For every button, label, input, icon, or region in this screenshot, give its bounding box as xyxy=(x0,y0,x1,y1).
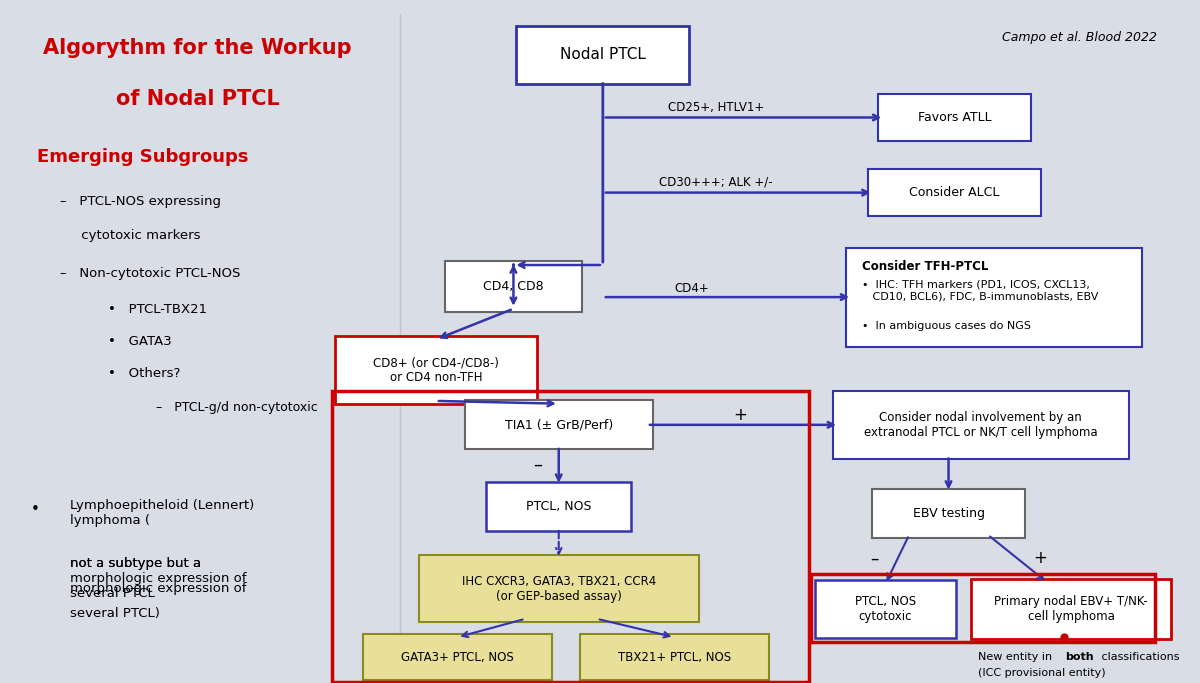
FancyBboxPatch shape xyxy=(486,482,631,531)
FancyBboxPatch shape xyxy=(364,634,552,680)
Text: Lymphoepitheloid (Lennert)
lymphoma (: Lymphoepitheloid (Lennert) lymphoma ( xyxy=(70,499,254,527)
Text: CD4+: CD4+ xyxy=(674,281,709,295)
FancyBboxPatch shape xyxy=(335,336,538,404)
FancyBboxPatch shape xyxy=(868,169,1040,216)
Text: TBX21+ PTCL, NOS: TBX21+ PTCL, NOS xyxy=(618,650,731,664)
Text: New entity in: New entity in xyxy=(978,652,1056,662)
Text: –   PTCL-g/d non-cytotoxic: – PTCL-g/d non-cytotoxic xyxy=(156,401,318,415)
Text: morphologic expression of: morphologic expression of xyxy=(70,582,246,595)
Text: CD4, CD8: CD4, CD8 xyxy=(484,280,544,294)
Text: Emerging Subgroups: Emerging Subgroups xyxy=(37,148,248,166)
Text: –   Non-cytotoxic PTCL-NOS: – Non-cytotoxic PTCL-NOS xyxy=(60,266,241,280)
FancyBboxPatch shape xyxy=(878,94,1031,141)
Text: (ICC provisional entity): (ICC provisional entity) xyxy=(978,668,1106,678)
Text: •   GATA3: • GATA3 xyxy=(108,335,172,348)
Text: PTCL, NOS: PTCL, NOS xyxy=(526,500,592,514)
FancyBboxPatch shape xyxy=(464,400,653,449)
Text: •   Others?: • Others? xyxy=(108,367,180,380)
Text: GATA3+ PTCL, NOS: GATA3+ PTCL, NOS xyxy=(401,650,514,664)
Text: +: + xyxy=(1033,549,1048,567)
Text: both: both xyxy=(1066,652,1094,662)
Text: EBV testing: EBV testing xyxy=(912,507,984,520)
FancyBboxPatch shape xyxy=(445,262,582,313)
Text: •: • xyxy=(31,502,40,517)
Text: Consider nodal involvement by an
extranodal PTCL or NK/T cell lymphoma: Consider nodal involvement by an extrano… xyxy=(864,411,1098,438)
Text: CD25+, HTLV1+: CD25+, HTLV1+ xyxy=(668,100,764,114)
Text: cytotoxic markers: cytotoxic markers xyxy=(60,229,200,242)
FancyBboxPatch shape xyxy=(971,579,1171,639)
FancyBboxPatch shape xyxy=(580,634,768,680)
Text: not a subtype but a: not a subtype but a xyxy=(70,557,202,570)
Text: TIA1 (± GrB/Perf): TIA1 (± GrB/Perf) xyxy=(505,418,613,432)
FancyBboxPatch shape xyxy=(833,391,1128,459)
Text: Campo et al. Blood 2022: Campo et al. Blood 2022 xyxy=(1002,31,1157,44)
FancyBboxPatch shape xyxy=(872,489,1025,538)
Text: Favors ATLL: Favors ATLL xyxy=(918,111,991,124)
Text: •  IHC: TFH markers (PD1, ICOS, CXCL13,
   CD10, BCL6), FDC, B-immunoblasts, EBV: • IHC: TFH markers (PD1, ICOS, CXCL13, C… xyxy=(862,279,1098,301)
Text: Algorythm for the Workup: Algorythm for the Workup xyxy=(43,38,352,58)
Text: •   PTCL-TBX21: • PTCL-TBX21 xyxy=(108,303,208,316)
Text: •  In ambiguous cases do NGS: • In ambiguous cases do NGS xyxy=(862,322,1031,331)
Text: Consider ALCL: Consider ALCL xyxy=(910,186,1000,199)
Text: not a subtype but a
morphologic expression of
several PTCL: not a subtype but a morphologic expressi… xyxy=(70,557,246,600)
FancyBboxPatch shape xyxy=(846,248,1141,347)
Text: –: – xyxy=(870,550,878,568)
FancyBboxPatch shape xyxy=(815,581,955,638)
Text: of Nodal PTCL: of Nodal PTCL xyxy=(115,89,280,109)
Text: classifications: classifications xyxy=(1098,652,1180,662)
Text: CD8+ (or CD4-/CD8-)
or CD4 non-TFH: CD8+ (or CD4-/CD8-) or CD4 non-TFH xyxy=(373,357,499,384)
Text: –: – xyxy=(533,456,541,473)
Text: PTCL, NOS
cytotoxic: PTCL, NOS cytotoxic xyxy=(854,596,916,623)
Text: Consider TFH-PTCL: Consider TFH-PTCL xyxy=(862,260,988,273)
Text: Nodal PTCL: Nodal PTCL xyxy=(560,47,646,62)
FancyBboxPatch shape xyxy=(516,25,689,83)
Text: Primary nodal EBV+ T/NK-
cell lymphoma: Primary nodal EBV+ T/NK- cell lymphoma xyxy=(995,596,1148,623)
Text: +: + xyxy=(733,406,746,424)
FancyBboxPatch shape xyxy=(419,555,698,622)
Text: –   PTCL-NOS expressing: – PTCL-NOS expressing xyxy=(60,195,222,208)
Text: CD30+++; ALK +/-: CD30+++; ALK +/- xyxy=(659,176,773,189)
Text: IHC CXCR3, GATA3, TBX21, CCR4
(or GEP-based assay): IHC CXCR3, GATA3, TBX21, CCR4 (or GEP-ba… xyxy=(462,575,656,602)
Text: several PTCL): several PTCL) xyxy=(70,607,160,620)
